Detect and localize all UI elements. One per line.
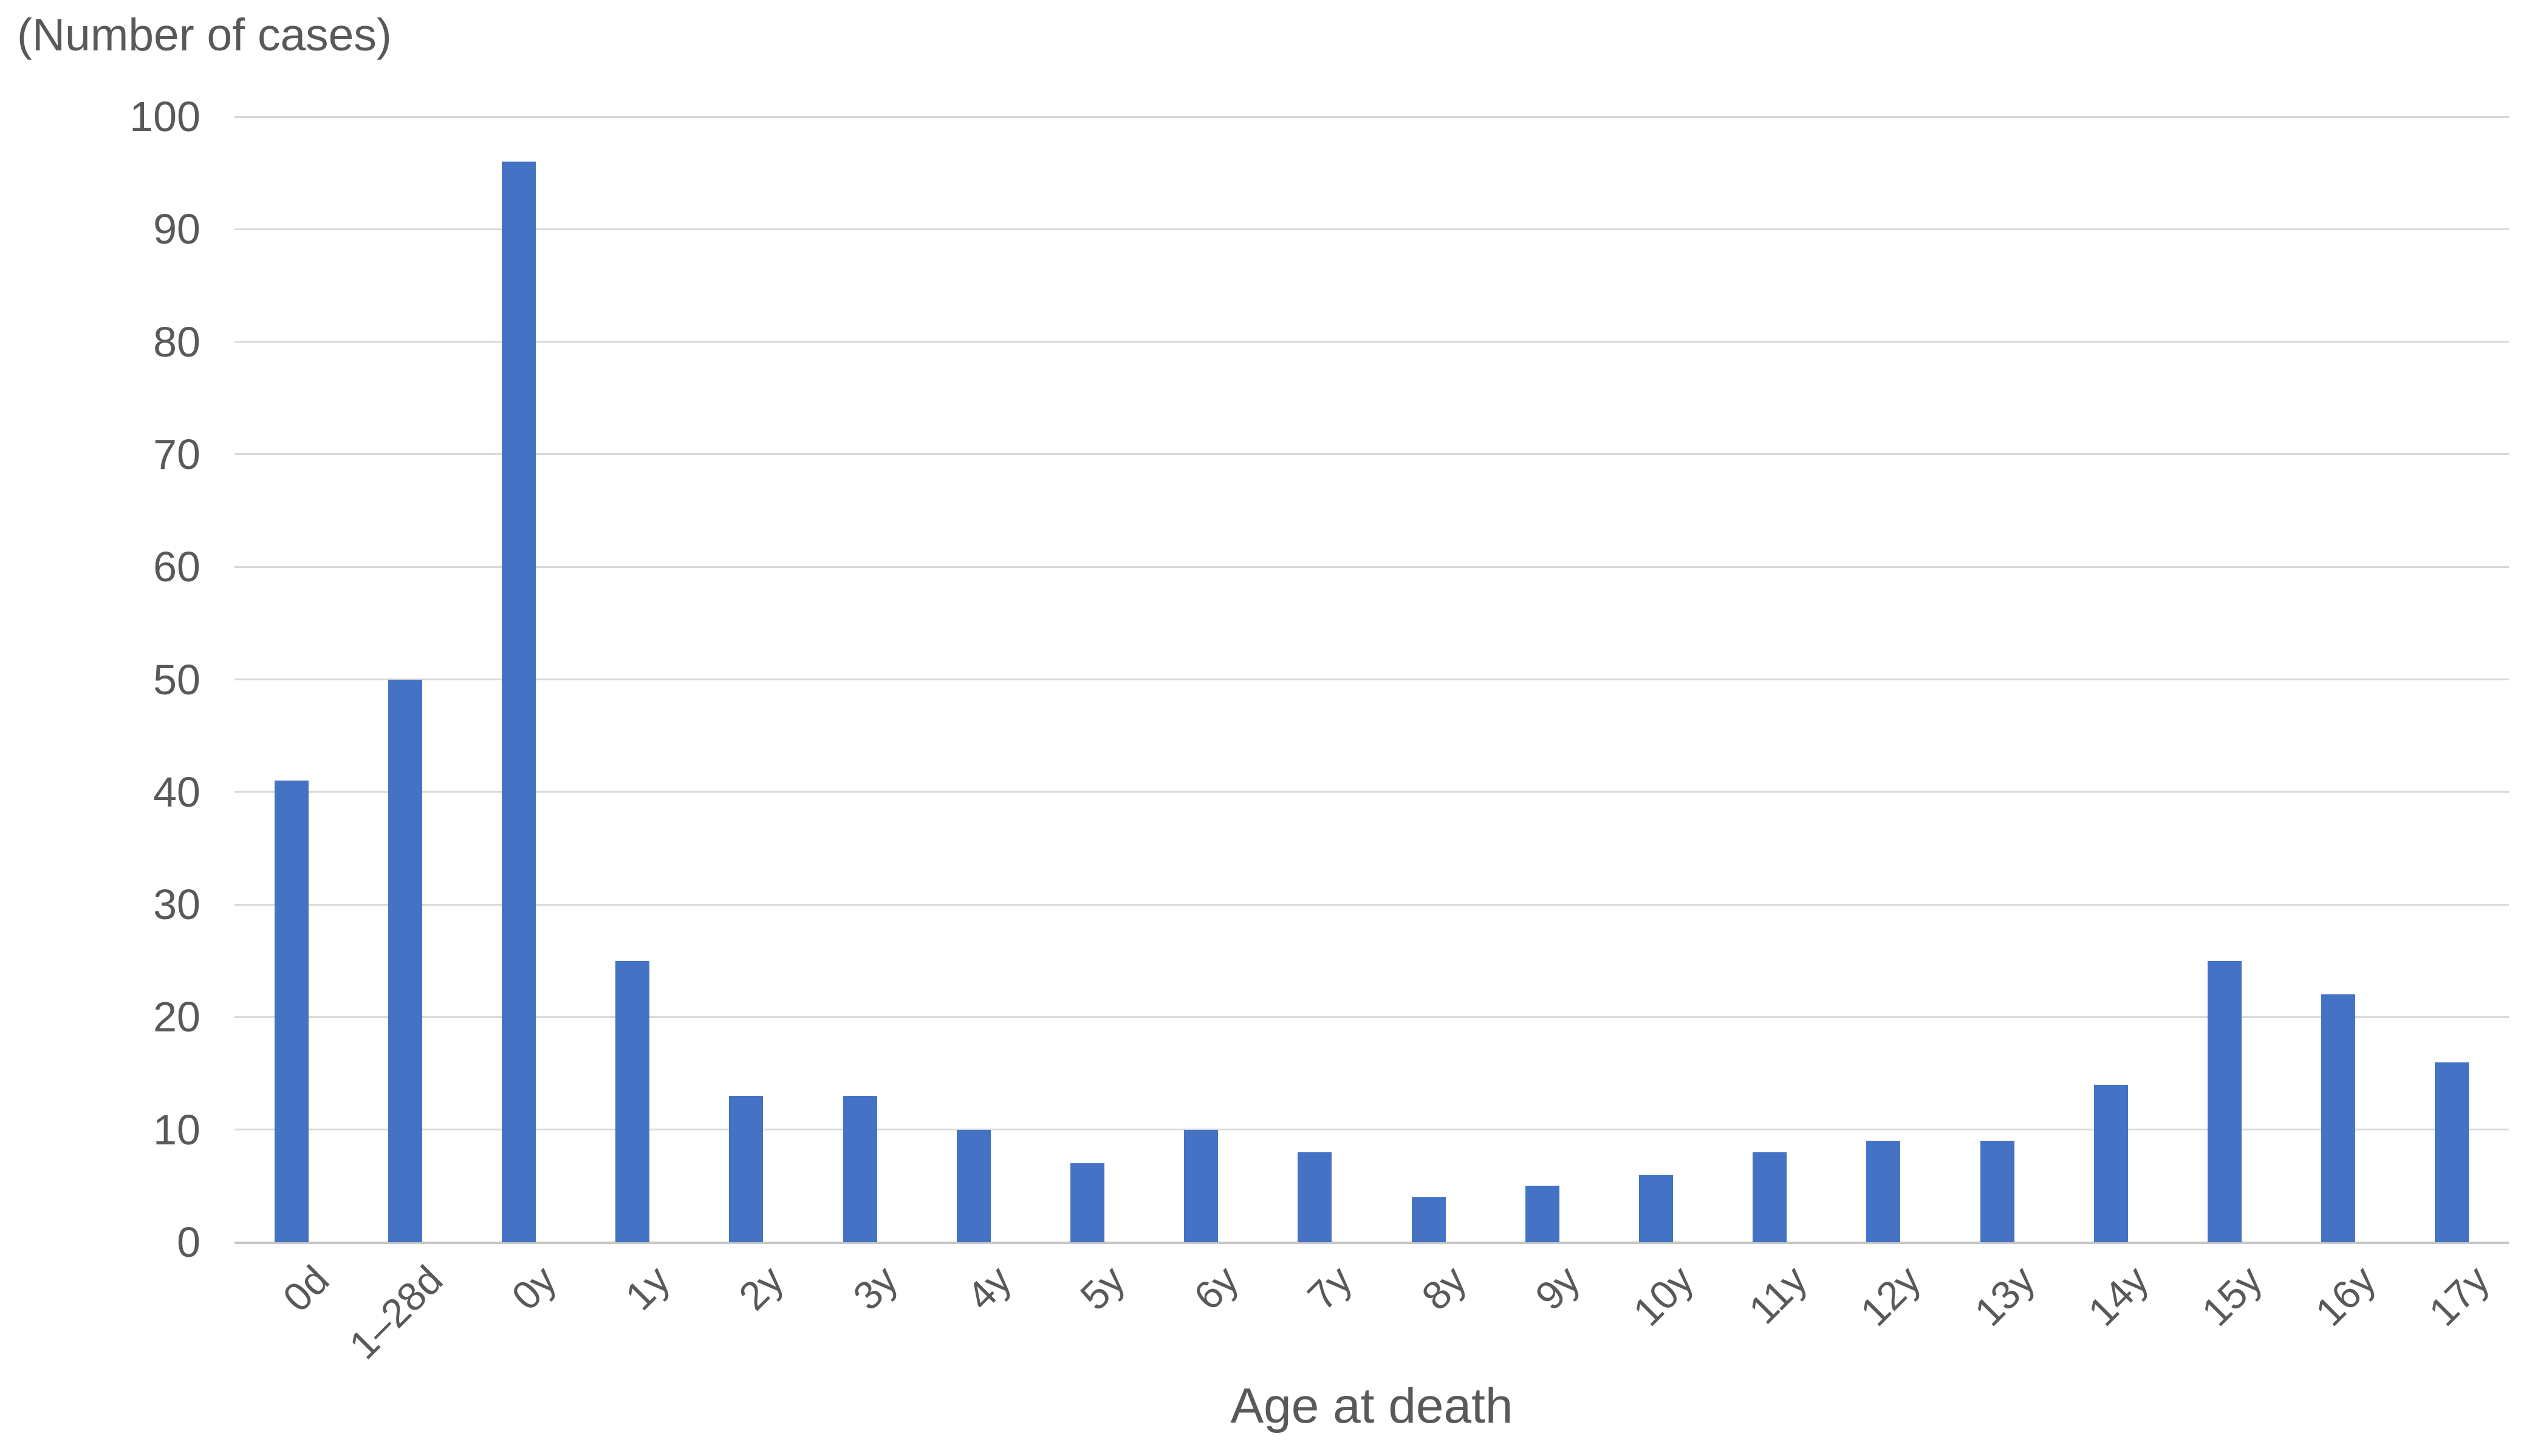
x-tick-label-6y: 6y	[1185, 1257, 1247, 1319]
x-tick-label-1y: 1y	[617, 1257, 679, 1319]
x-tick-label-2y: 2y	[730, 1257, 792, 1319]
x-tick-label-0y: 0y	[502, 1257, 565, 1319]
x-tick-label-8y: 8y	[1412, 1257, 1475, 1319]
plot-area	[234, 115, 2509, 1244]
gridline-70	[234, 453, 2509, 456]
x-axis-line	[234, 1241, 2509, 1244]
y-tick-label-80: 80	[153, 318, 200, 366]
gridline-100	[234, 115, 2509, 118]
bar-1y	[615, 960, 650, 1242]
y-tick-label-30: 30	[153, 881, 200, 929]
gridline-20	[234, 1016, 2509, 1018]
x-tick-label-7y: 7y	[1299, 1257, 1361, 1319]
x-tick-label-13y: 13y	[1965, 1257, 2044, 1335]
x-axis-title: Age at death	[1230, 1378, 1513, 1434]
x-tick-label-14y: 14y	[2079, 1257, 2157, 1335]
bar-4y	[956, 1129, 991, 1242]
gridline-50	[234, 678, 2509, 680]
bar-13y	[1980, 1141, 2014, 1242]
bar-2y	[729, 1096, 764, 1242]
gridline-90	[234, 228, 2509, 230]
y-tick-label-70: 70	[153, 430, 200, 478]
y-axis-unit-title: (Number of cases)	[17, 9, 392, 60]
bar-15y	[2208, 960, 2242, 1242]
y-tick-label-100: 100	[129, 93, 200, 140]
gridline-60	[234, 566, 2509, 568]
bar-11y	[1753, 1152, 1787, 1242]
x-tick-label-1–28d: 1–28d	[340, 1257, 451, 1368]
bar-0d	[274, 781, 309, 1242]
x-tick-label-4y: 4y	[957, 1257, 1020, 1319]
x-tick-label-3y: 3y	[844, 1257, 906, 1319]
x-tick-label-11y: 11y	[1740, 1257, 1816, 1333]
x-tick-label-15y: 15y	[2192, 1257, 2271, 1335]
y-tick-label-60: 60	[153, 543, 200, 591]
y-tick-label-50: 50	[153, 655, 200, 703]
bar-7y	[1298, 1152, 1332, 1242]
bar-5y	[1070, 1163, 1104, 1242]
bar-6y	[1184, 1129, 1219, 1242]
bar-14y	[2093, 1084, 2128, 1242]
bar-10y	[1639, 1174, 1673, 1242]
bar-9y	[1525, 1186, 1559, 1242]
y-tick-label-90: 90	[153, 205, 200, 253]
y-tick-label-40: 40	[153, 768, 200, 816]
x-tick-label-9y: 9y	[1526, 1257, 1589, 1319]
bar-17y	[2435, 1062, 2469, 1242]
bar-0y	[502, 162, 536, 1242]
bar-16y	[2321, 994, 2356, 1242]
x-tick-label-12y: 12y	[1852, 1257, 1929, 1335]
gridline-40	[234, 791, 2509, 793]
bar-1–28d	[388, 679, 422, 1242]
bar-12y	[1866, 1141, 1901, 1242]
x-tick-label-0d: 0d	[273, 1257, 338, 1321]
x-tick-label-17y: 17y	[2420, 1257, 2498, 1335]
bar-3y	[843, 1096, 877, 1242]
x-tick-label-10y: 10y	[1624, 1257, 1702, 1335]
gridline-30	[234, 903, 2509, 906]
y-tick-label-20: 20	[153, 993, 200, 1041]
y-tick-label-0: 0	[177, 1218, 200, 1266]
y-tick-label-10: 10	[153, 1106, 200, 1154]
gridline-10	[234, 1129, 2509, 1131]
x-tick-label-5y: 5y	[1071, 1257, 1134, 1319]
x-tick-label-16y: 16y	[2307, 1257, 2384, 1335]
gridline-80	[234, 341, 2509, 343]
bar-8y	[1411, 1197, 1446, 1242]
